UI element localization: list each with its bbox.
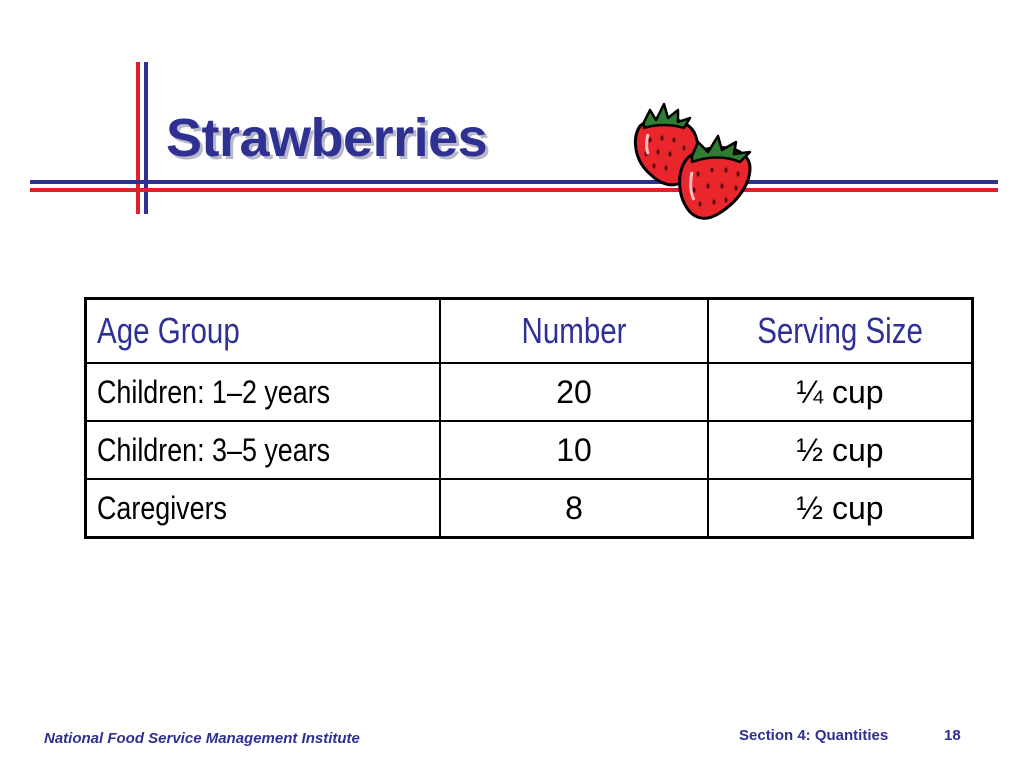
- table-row: Children: 1–2 years 20 ¼ cup: [84, 362, 974, 422]
- header-serving-size: Serving Size: [707, 297, 974, 364]
- cell-serving-size: ½ cup: [707, 420, 974, 480]
- horizontal-blue-rule: [30, 180, 998, 184]
- slide-title: Strawberries: [166, 108, 488, 168]
- serving-size-table: Age Group Number Serving Size Children: …: [84, 297, 974, 539]
- strawberries-icon: [633, 102, 752, 220]
- footer-organization: National Food Service Management Institu…: [44, 730, 360, 747]
- header-age-group: Age Group: [84, 297, 441, 364]
- table-row: Children: 3–5 years 10 ½ cup: [84, 420, 974, 480]
- cell-serving-size: ½ cup: [707, 478, 974, 539]
- strawberry-front: [678, 134, 752, 220]
- cell-age-group: Children: 3–5 years: [84, 420, 441, 480]
- cell-serving-size: ¼ cup: [707, 362, 974, 422]
- table-header-row: Age Group Number Serving Size: [84, 297, 974, 364]
- footer-page-number: 18: [944, 727, 961, 744]
- vertical-red-rule: [136, 62, 140, 214]
- cell-age-group: Caregivers: [84, 478, 441, 539]
- cell-age-group: Children: 1–2 years: [84, 362, 441, 422]
- footer-section: Section 4: Quantities: [739, 727, 889, 744]
- cell-number: 8: [439, 478, 709, 539]
- cell-number: 10: [439, 420, 709, 480]
- table-row: Caregivers 8 ½ cup: [84, 478, 974, 539]
- cell-number: 20: [439, 362, 709, 422]
- vertical-blue-rule: [144, 62, 148, 214]
- horizontal-red-rule: [30, 188, 998, 192]
- header-number: Number: [439, 297, 709, 364]
